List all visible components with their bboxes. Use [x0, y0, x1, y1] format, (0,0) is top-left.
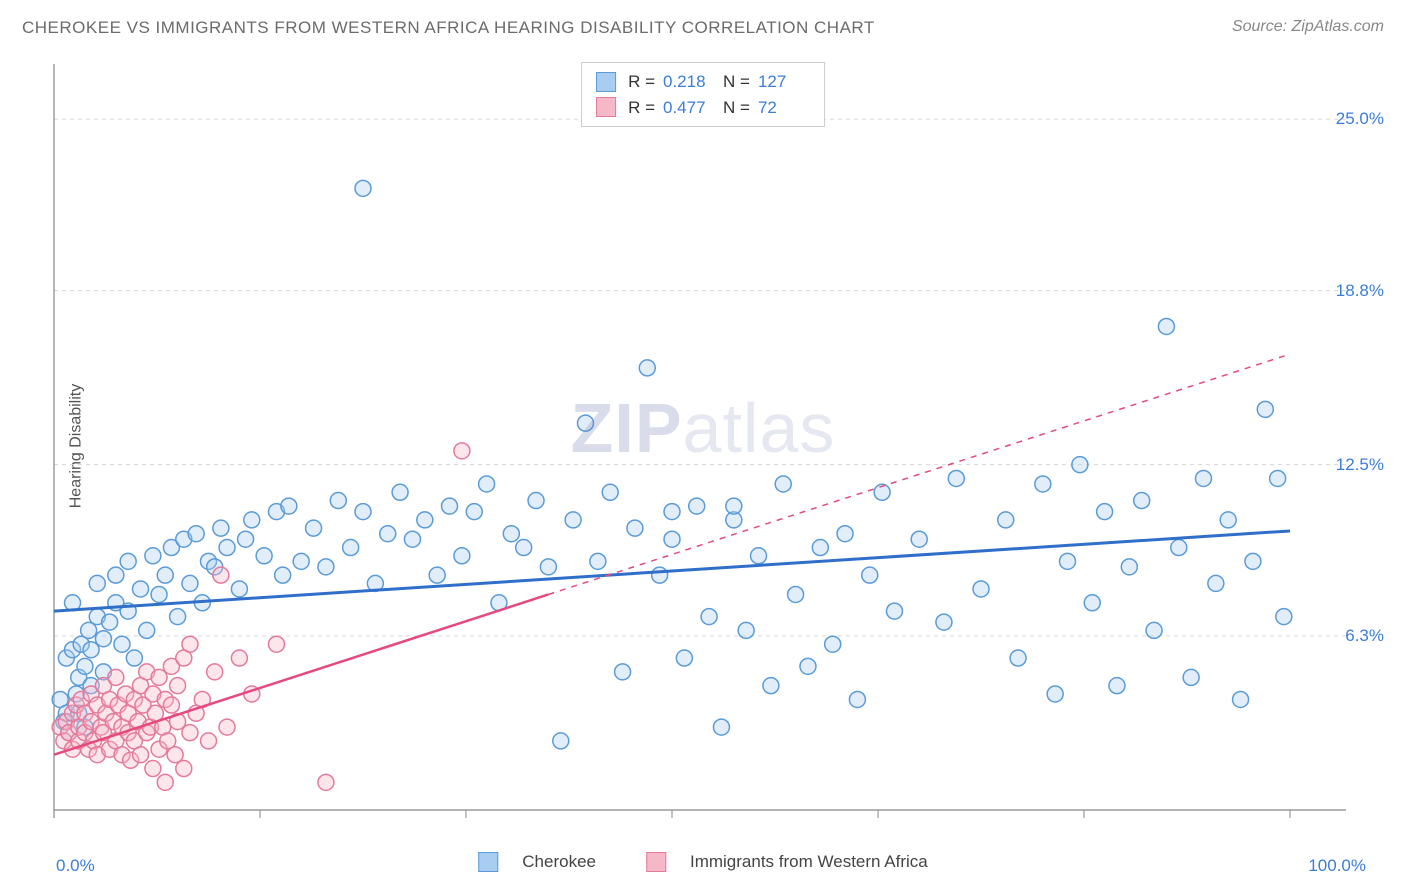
chart-title: CHEROKEE VS IMMIGRANTS FROM WESTERN AFRI…: [22, 18, 875, 38]
y-tick-label: 25.0%: [1336, 109, 1384, 129]
scatter-chart: [50, 60, 1350, 830]
legend-label: Immigrants from Western Africa: [690, 852, 928, 872]
legend-row-series-1: R = 0.477 N = 72: [596, 95, 810, 121]
swatch-icon: [596, 72, 616, 92]
series-legend: Cherokee Immigrants from Western Africa: [478, 852, 927, 872]
legend-row-series-0: R = 0.218 N = 127: [596, 69, 810, 95]
plot-area: [50, 60, 1350, 830]
legend-label: Cherokee: [522, 852, 596, 872]
chart-container: CHEROKEE VS IMMIGRANTS FROM WESTERN AFRI…: [0, 0, 1406, 892]
x-axis-min-label: 0.0%: [56, 856, 95, 876]
swatch-icon: [646, 852, 666, 872]
swatch-icon: [596, 97, 616, 117]
correlation-legend: R = 0.218 N = 127 R = 0.477 N = 72: [581, 62, 825, 127]
y-tick-label: 6.3%: [1345, 626, 1384, 646]
y-tick-label: 12.5%: [1336, 455, 1384, 475]
y-tick-label: 18.8%: [1336, 281, 1384, 301]
swatch-icon: [478, 852, 498, 872]
source-label: Source: ZipAtlas.com: [1232, 18, 1384, 36]
x-axis-max-label: 100.0%: [1308, 856, 1366, 876]
